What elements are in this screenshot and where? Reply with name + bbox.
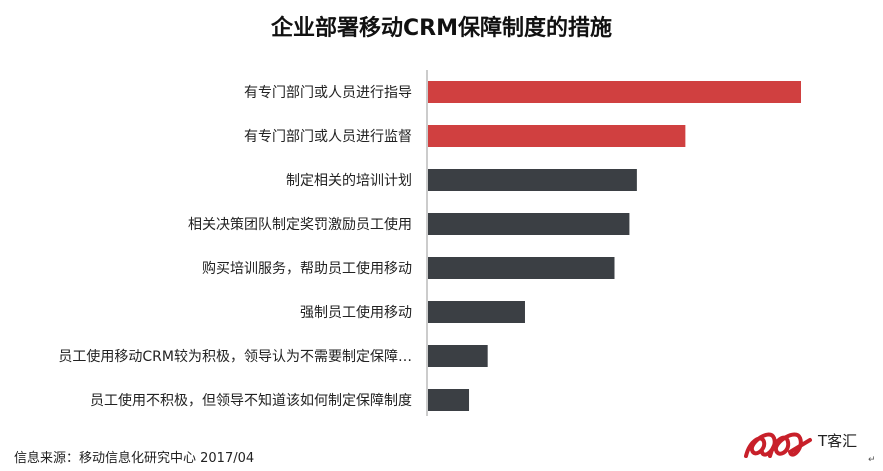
bar: [428, 389, 470, 411]
source-note: 信息来源：移动信息化研究中心 2017/04: [14, 451, 255, 466]
chart-title: 企业部署移动CRM保障制度的措施: [271, 16, 612, 41]
category-label: 有专门部门或人员进行监督: [244, 129, 412, 145]
category-label: 购买培训服务，帮助员工使用移动: [202, 260, 412, 277]
tkehui-logo-icon: [744, 432, 812, 458]
category-label: 制定相关的培训计划: [286, 173, 412, 189]
bar: [428, 213, 630, 235]
category-label: 员工使用移动CRM较为积极，领导认为不需要制定保障…: [58, 348, 412, 365]
bar: [428, 257, 615, 279]
bar: [428, 81, 801, 103]
category-label: 员工使用不积极，但领导不知道该如何制定保障制度: [90, 392, 412, 409]
return-mark-icon: ↵: [868, 455, 876, 465]
bar: [428, 169, 637, 191]
bar: [428, 301, 525, 323]
bar: [428, 345, 488, 367]
category-label: 相关决策团队制定奖罚激励员工使用: [188, 216, 412, 233]
category-label: 强制员工使用移动: [300, 304, 412, 321]
logo-text: T客汇: [818, 432, 858, 450]
bar: [428, 125, 686, 147]
category-label: 有专门部门或人员进行指导: [244, 85, 412, 101]
